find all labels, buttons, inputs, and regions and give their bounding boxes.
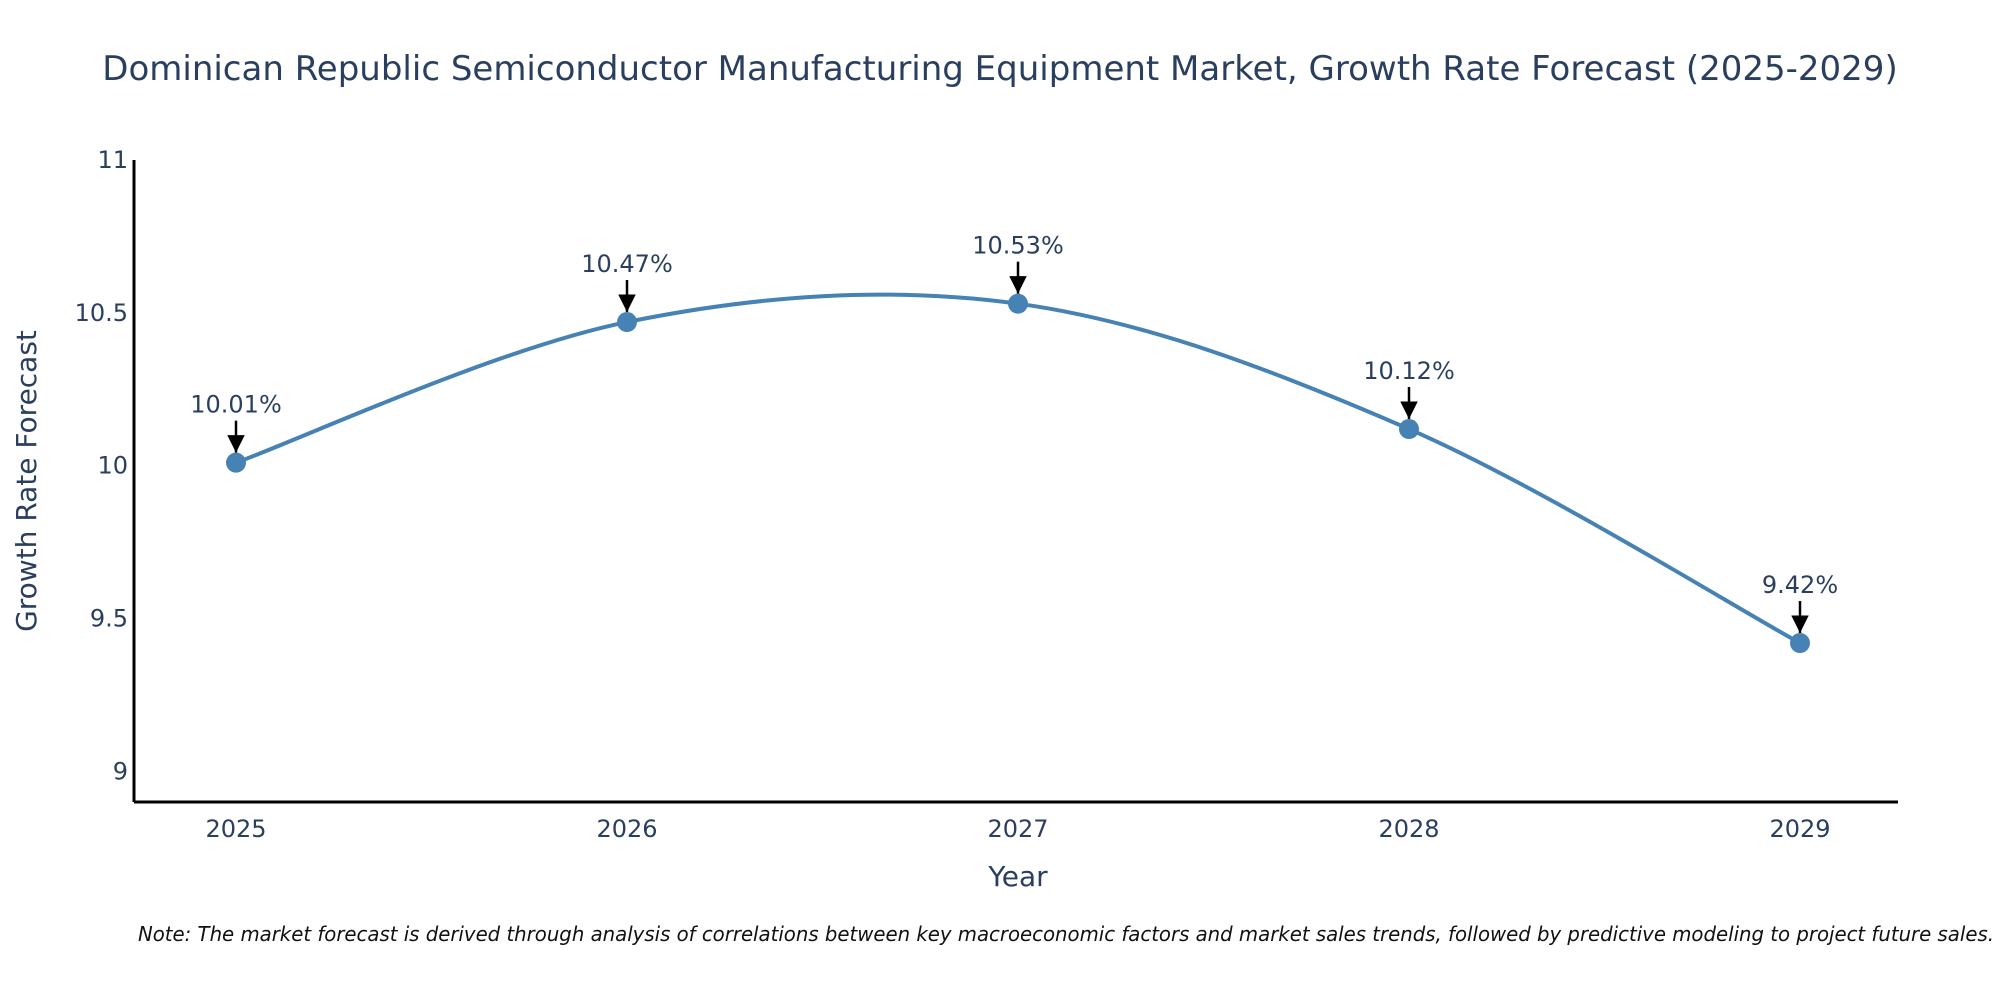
forecast-note: Note: The market forecast is derived thr… [138,922,1994,946]
data-label: 10.47% [581,250,673,278]
x-tick-label: 2025 [205,815,266,843]
data-label-annotations: 10.01% 10.47% 10.53% 10.12% 9.42% [190,232,1838,634]
data-label: 10.01% [190,391,282,419]
y-tick-label: 9.5 [90,605,128,633]
data-point-marker [617,312,637,333]
x-axis-title: Year [987,860,1048,893]
y-tick-label: 10 [97,452,128,480]
x-tick-labels: 2025 2026 2027 2028 2029 [205,815,1830,843]
x-tick-label: 2029 [1769,815,1830,843]
y-tick-label: 11 [97,146,128,174]
chart-title: Dominican Republic Semiconductor Manufac… [102,49,1897,89]
data-points [226,293,1810,654]
data-label: 9.42% [1762,571,1838,599]
data-point-marker [1399,419,1419,440]
x-tick-label: 2027 [987,815,1048,843]
data-label: 10.53% [972,232,1064,260]
y-axis-title: Growth Rate Forecast [10,330,43,632]
data-point-marker [1008,293,1028,314]
y-tick-labels: 9 9.5 10 10.5 11 [75,146,128,785]
data-label: 10.12% [1363,357,1455,385]
y-tick-label: 9 [113,757,128,785]
x-tick-label: 2028 [1378,815,1439,843]
y-tick-label: 10.5 [75,299,128,327]
data-point-marker [226,452,246,473]
data-point-marker [1790,633,1810,654]
growth-rate-series-line [235,292,1801,645]
x-tick-label: 2026 [596,815,657,843]
